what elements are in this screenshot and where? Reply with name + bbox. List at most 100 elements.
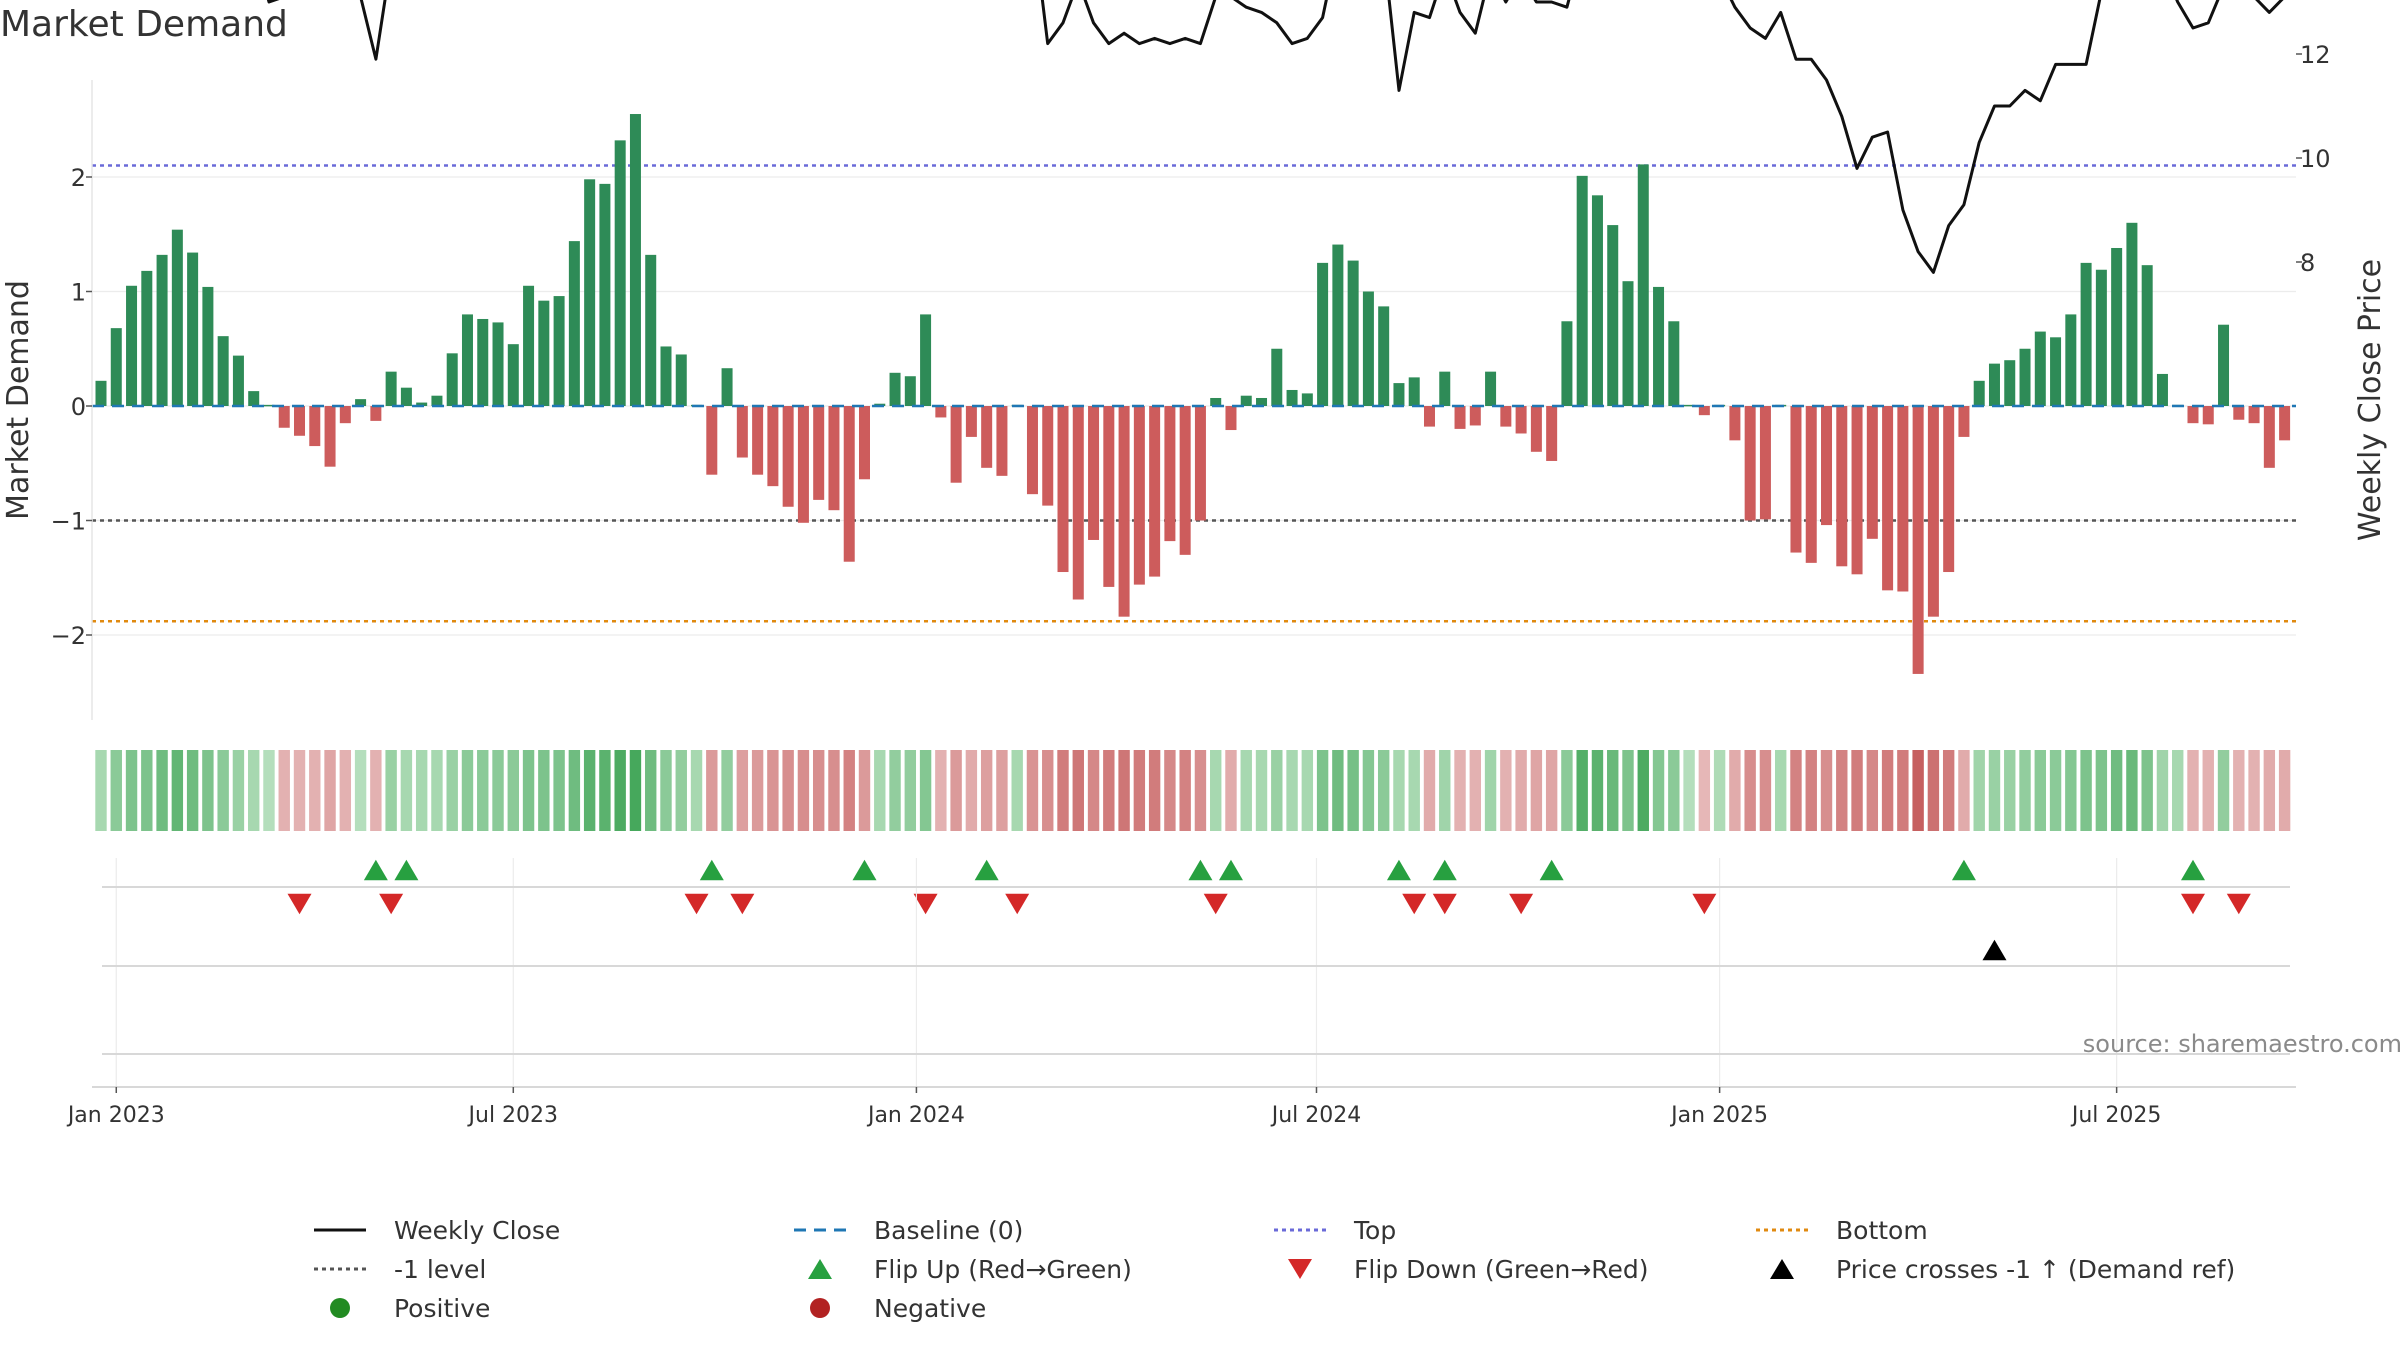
heat-cell (858, 750, 871, 831)
heat-cell (1775, 750, 1787, 831)
heat-cell (2156, 750, 2169, 831)
demand-bar (1088, 406, 1100, 540)
right-tick-label: 10 (2300, 145, 2331, 173)
heat-cell (1942, 750, 1955, 831)
demand-bar (202, 286, 214, 406)
legend-item: Baseline (0) (790, 1212, 1023, 1248)
demand-bar (1759, 406, 1771, 520)
legend-label: Flip Down (Green→Red) (1354, 1254, 1649, 1284)
heat-cell (2202, 750, 2214, 831)
heat-cell (1591, 750, 1604, 831)
demand-bar (1133, 406, 1145, 585)
heat-cell (2065, 750, 2077, 831)
legend-label: Bottom (1836, 1215, 1928, 1245)
x-tick-label: Jul 2025 (2070, 1103, 2162, 1128)
demand-bar (2263, 406, 2275, 468)
heat-cell (1790, 750, 1802, 831)
heat-cell (965, 750, 978, 831)
heat-cell (385, 750, 397, 831)
demand-bar (1317, 262, 1329, 406)
left-tick-label: 2 (71, 164, 86, 192)
heat-cell (1393, 750, 1405, 831)
left-tick-label: 1 (71, 279, 86, 307)
heat-cell (980, 750, 993, 831)
source-text: source: sharemaestro.com (2083, 1030, 2400, 1058)
legend-label: Flip Up (Red→Green) (874, 1254, 1132, 1284)
heat-cell (1530, 750, 1543, 831)
demand-bar (1805, 406, 1817, 563)
demand-bar (1851, 406, 1863, 575)
demand-bar (1821, 406, 1833, 526)
heat-cell (1286, 750, 1298, 831)
demand-bar (126, 285, 138, 406)
price-line-layer (266, 0, 2284, 274)
demand-bar (1882, 406, 1894, 591)
demand-bar (416, 402, 428, 406)
heat-cell (507, 750, 519, 831)
x-tick-label: Jul 2023 (467, 1103, 559, 1128)
legend-label: Positive (394, 1293, 491, 1323)
demand-bar (324, 406, 336, 467)
heat-cell (1103, 750, 1115, 831)
heat-cell (2233, 750, 2245, 831)
demand-bar (1179, 406, 1191, 555)
heat-cell (1515, 750, 1527, 831)
price-cross-marker (1982, 939, 2007, 961)
demand-bar (446, 353, 458, 406)
heat-cell (1271, 750, 1283, 831)
heat-cell (2172, 750, 2184, 831)
flip-up-marker (1539, 859, 1564, 881)
demand-bar (431, 395, 443, 406)
heat-cell (1439, 750, 1451, 831)
legend-item: Bottom (1752, 1212, 1928, 1248)
demand-bar (355, 399, 367, 406)
legend-symbol (330, 1298, 350, 1318)
flip-down-marker (730, 893, 755, 915)
heat-cell (1164, 750, 1176, 831)
heat-cell (1423, 750, 1436, 831)
heat-cell (1255, 750, 1268, 831)
heat-cell (95, 750, 107, 831)
demand-bar (2065, 314, 2077, 406)
demand-bar (171, 229, 183, 406)
time-axis: Jan 2023 Jul 2023 Jan 2024 Jul 2024 Jan 2025… (66, 858, 2296, 1128)
price-cross-markers (1982, 939, 2007, 961)
demand-bar (1118, 406, 1130, 617)
legend-item: Flip Down (Green→Red) (1270, 1251, 1649, 1287)
heat-cell (1958, 750, 1970, 831)
flip-down-marker (1509, 893, 1534, 915)
heat-cell (690, 750, 703, 831)
demand-bar (1225, 406, 1237, 431)
demand-bar (294, 406, 306, 436)
demand-bar (1668, 321, 1680, 406)
heat-cell (2126, 750, 2138, 831)
demand-bar (2126, 222, 2138, 406)
demand-bar (1988, 363, 2000, 406)
demand-bar (1683, 404, 1695, 407)
demand-bar (1866, 406, 1878, 539)
heat-cell (1011, 750, 1023, 831)
demand-bar (2034, 331, 2046, 406)
demand-bar (1591, 195, 1603, 406)
demand-bar (950, 406, 962, 483)
demand-bar (782, 406, 794, 507)
demand-bar (981, 406, 993, 468)
reference-lines (92, 164, 2296, 623)
legend-label: Baseline (0) (874, 1215, 1024, 1245)
heat-cell (217, 750, 229, 831)
left-tick-label: 0 (71, 393, 86, 421)
legend-item: Flip Up (Red→Green) (790, 1251, 1132, 1287)
flip-up-marker (2180, 859, 2205, 881)
flip-down-marker (287, 893, 312, 915)
left-tick-label: −2 (51, 622, 86, 650)
heat-cell (706, 750, 718, 831)
heat-cell (1301, 750, 1314, 831)
flip-up-marker (699, 859, 724, 881)
flip-up-marker (1951, 859, 1976, 881)
flip-down-marker (379, 893, 404, 915)
legend-item: Weekly Close (310, 1212, 560, 1248)
heat-cell (2263, 750, 2276, 831)
heat-cell (1607, 750, 1619, 831)
